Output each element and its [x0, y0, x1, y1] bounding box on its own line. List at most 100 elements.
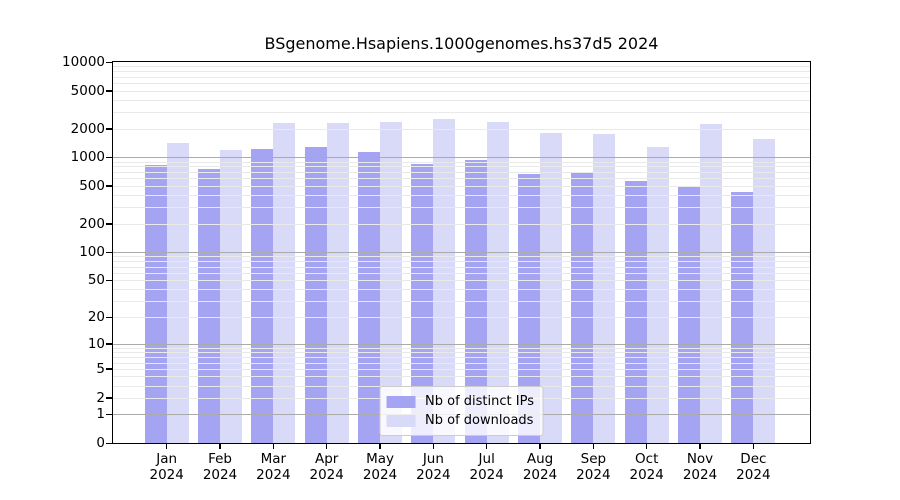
legend-row: Nb of distinct IPs: [386, 392, 534, 411]
y-tick-label: 50: [87, 272, 105, 289]
x-tick: [699, 443, 701, 449]
x-tick-year: 2024: [736, 467, 771, 483]
x-tick: [592, 443, 595, 449]
x-tick: [645, 443, 648, 449]
bar-downloads: [593, 134, 616, 443]
gridline-minor: [113, 178, 810, 180]
y-tick-label: 200: [79, 215, 105, 232]
bar-downloads: [326, 122, 349, 443]
y-tick-label: 20: [87, 309, 105, 326]
gridline-minor: [113, 362, 810, 364]
y-tick: [106, 397, 112, 399]
x-tick-month: Jun: [422, 451, 444, 467]
bar-distinct-ips: [624, 181, 647, 443]
y-tick-label: 5: [96, 360, 105, 377]
x-tick-month: Oct: [635, 451, 659, 467]
y-tick-label: 100: [79, 244, 105, 261]
bar-distinct-ips: [358, 152, 381, 443]
y-tick: [106, 413, 112, 416]
y-tick-label: 10: [87, 335, 105, 352]
legend: Nb of distinct IPs Nb of downloads: [379, 386, 544, 436]
y-tick: [106, 251, 112, 254]
bar-downloads: [753, 139, 776, 443]
x-tick: [432, 443, 435, 449]
x-tick-year: 2024: [522, 467, 558, 483]
bar-distinct-ips: [678, 185, 701, 443]
gridline-minor: [113, 195, 810, 197]
x-tick-label: Oct 2024: [617, 451, 677, 483]
x-tick: [219, 443, 221, 449]
y-tick: [106, 343, 112, 345]
gridline-minor: [113, 128, 810, 130]
gridline-minor: [113, 376, 810, 378]
gridline-minor: [113, 206, 810, 208]
gridline-minor: [113, 280, 810, 282]
bar-distinct-ips: [304, 147, 327, 443]
y-tick-label: 2000: [70, 120, 105, 137]
gridline-minor: [113, 256, 810, 258]
x-tick-label: Jul 2024: [457, 451, 517, 483]
y-tick: [106, 185, 112, 187]
gridline-minor: [113, 90, 810, 92]
x-tick-year: 2024: [576, 467, 611, 483]
x-tick-month: Aug: [526, 451, 554, 467]
x-tick-month: Nov: [686, 451, 714, 467]
plot-area: Nb of distinct IPs Nb of downloads: [113, 62, 810, 443]
x-tick-month: May: [366, 451, 394, 467]
gridline-minor: [113, 166, 810, 168]
legend-row: Nb of downloads: [386, 411, 534, 430]
x-tick-year: 2024: [362, 467, 398, 483]
x-tick: [752, 443, 755, 449]
y-tick-label: 1: [96, 406, 105, 423]
gridline-minor: [113, 161, 810, 163]
x-tick-label: Jan 2024: [137, 451, 197, 483]
y-tick: [106, 223, 112, 225]
y-tick: [106, 61, 112, 63]
x-tick: [165, 443, 168, 449]
gridline-minor: [113, 300, 810, 302]
gridline-minor: [113, 71, 810, 73]
bar-downloads: [220, 150, 243, 443]
y-tick: [106, 316, 112, 319]
gridline-minor: [113, 66, 810, 68]
x-tick-label: Mar 2024: [243, 451, 303, 483]
x-tick-month: Sep: [580, 451, 607, 467]
x-tick-month: Feb: [208, 451, 232, 467]
bar-downloads: [540, 133, 563, 443]
gridline-minor: [113, 83, 810, 85]
x-tick-year: 2024: [202, 467, 238, 483]
x-tick-year: 2024: [469, 467, 504, 483]
gridline-minor: [113, 76, 810, 78]
x-tick-year: 2024: [629, 467, 664, 483]
gridline-minor: [113, 111, 810, 113]
y-tick: [106, 156, 112, 159]
y-tick-label: 500: [79, 177, 105, 194]
x-tick-year: 2024: [416, 467, 451, 483]
gridline-major: [113, 157, 810, 159]
bar-distinct-ips: [518, 173, 541, 443]
y-tick: [106, 442, 112, 444]
x-tick-label: Jun 2024: [403, 451, 463, 483]
x-tick-year: 2024: [256, 467, 291, 483]
x-tick: [325, 443, 328, 449]
gridline-minor: [113, 261, 810, 263]
bar-distinct-ips: [144, 165, 167, 443]
y-tick-label: 5000: [70, 82, 105, 99]
x-tick-year: 2024: [309, 467, 344, 483]
gridline-minor: [113, 185, 810, 187]
x-tick-label: May 2024: [350, 451, 410, 483]
gridline-minor: [113, 99, 810, 101]
bar-distinct-ips: [411, 164, 434, 443]
x-tick-month: Apr: [315, 451, 339, 467]
y-tick: [106, 90, 112, 92]
gridline-major: [113, 343, 810, 345]
gridline-minor: [113, 266, 810, 268]
gridline-minor: [113, 171, 810, 173]
x-tick: [379, 443, 381, 449]
bar-distinct-ips: [198, 168, 221, 443]
gridline-minor: [113, 352, 810, 354]
x-tick-year: 2024: [682, 467, 718, 483]
bar-downloads: [166, 142, 189, 443]
bar-distinct-ips: [251, 148, 274, 443]
